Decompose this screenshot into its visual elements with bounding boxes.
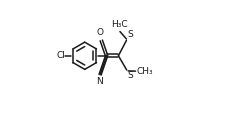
Text: Cl: Cl — [56, 51, 65, 60]
Text: S: S — [127, 30, 133, 39]
Text: O: O — [96, 28, 103, 37]
Text: H₃C: H₃C — [111, 20, 128, 29]
Text: CH₃: CH₃ — [136, 67, 153, 76]
Text: N: N — [96, 77, 103, 86]
Text: S: S — [127, 71, 133, 80]
